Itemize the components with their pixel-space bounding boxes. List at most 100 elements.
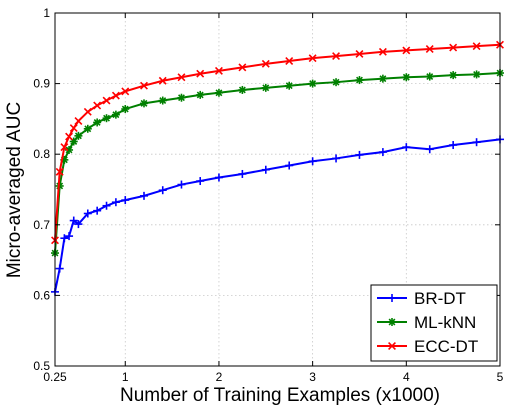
data-point-br-dt bbox=[425, 145, 434, 154]
data-point-br-dt bbox=[472, 138, 481, 147]
data-point-br-dt bbox=[332, 154, 341, 163]
data-point-ecc-dt bbox=[60, 143, 69, 152]
series-line-br-dt bbox=[54, 138, 501, 293]
y-tick-labels: 0.5 0.6 0.7 0.8 0.9 1 bbox=[33, 6, 50, 373]
series-line-ecc-dt bbox=[54, 43, 501, 241]
data-point-ecc-dt bbox=[177, 73, 186, 82]
x-tick-label: 2 bbox=[216, 370, 223, 384]
data-point-ml-knn bbox=[378, 74, 387, 83]
data-point-br-dt bbox=[74, 220, 83, 229]
data-point-ecc-dt bbox=[238, 63, 247, 72]
series-ml-knn bbox=[51, 69, 504, 258]
data-point-br-dt bbox=[449, 141, 458, 150]
data-point-ecc-dt bbox=[74, 117, 83, 125]
y-tick-label: 0.7 bbox=[33, 218, 50, 232]
data-point-ecc-dt bbox=[472, 42, 481, 51]
y-tick-label: 1 bbox=[43, 6, 50, 20]
grid-lines bbox=[55, 13, 500, 366]
data-point-ecc-dt bbox=[378, 47, 387, 56]
plot-frame bbox=[54, 12, 501, 367]
data-point-ecc-dt bbox=[261, 59, 270, 68]
y-tick-label: 0.8 bbox=[33, 147, 50, 161]
data-point-ecc-dt bbox=[140, 81, 148, 90]
x-axis-title: Number of Training Examples (x1000) bbox=[120, 385, 440, 406]
data-point-br-dt bbox=[158, 186, 167, 195]
data-point-ecc-dt bbox=[402, 46, 411, 55]
data-point-ecc-dt bbox=[158, 76, 167, 85]
data-point-ecc-dt bbox=[65, 132, 74, 141]
data-point-ecc-dt bbox=[425, 45, 434, 53]
data-point-ecc-dt bbox=[121, 87, 130, 96]
data-point-ml-knn bbox=[449, 71, 458, 80]
data-point-ecc-dt bbox=[285, 57, 294, 65]
legend-label-br-dt: BR-DT bbox=[414, 289, 466, 308]
data-point-br-dt bbox=[69, 216, 78, 225]
legend-marker-ml-knn bbox=[388, 318, 396, 326]
data-point-br-dt bbox=[214, 173, 223, 182]
data-point-ml-knn bbox=[425, 72, 434, 81]
data-point-ml-knn bbox=[196, 90, 205, 99]
x-tick-label: 3 bbox=[309, 370, 316, 384]
data-point-ml-knn bbox=[355, 76, 364, 85]
data-point-br-dt bbox=[402, 143, 411, 152]
y-tick-label: 0.6 bbox=[33, 288, 50, 302]
data-point-br-dt bbox=[60, 234, 69, 243]
data-point-ml-knn bbox=[261, 83, 270, 92]
data-point-ml-knn bbox=[332, 78, 341, 87]
data-point-ecc-dt bbox=[332, 52, 341, 61]
data-point-br-dt bbox=[93, 206, 102, 215]
legend-marker-br-dt bbox=[388, 294, 396, 302]
legend: BR-DT ML-kNN ECC-DT bbox=[370, 284, 498, 362]
plot-area bbox=[51, 12, 504, 367]
data-point-br-dt bbox=[285, 161, 294, 170]
data-point-br-dt bbox=[140, 191, 148, 200]
x-tick-label: 4 bbox=[403, 370, 410, 384]
data-point-ml-knn bbox=[158, 96, 167, 105]
data-point-ecc-dt bbox=[196, 69, 205, 78]
data-point-ecc-dt bbox=[83, 107, 92, 116]
data-point-ml-knn bbox=[102, 114, 111, 123]
data-point-ml-knn bbox=[83, 124, 92, 133]
data-point-ecc-dt bbox=[69, 124, 78, 133]
data-point-br-dt bbox=[196, 177, 205, 186]
legend-item-ml-knn: ML-kNN bbox=[377, 313, 476, 332]
data-point-br-dt bbox=[177, 180, 186, 189]
data-point-br-dt bbox=[65, 232, 74, 241]
data-point-ml-knn bbox=[121, 105, 130, 114]
data-point-ml-knn bbox=[65, 145, 74, 154]
data-point-ecc-dt bbox=[449, 43, 458, 52]
legend-marker-ecc-dt bbox=[388, 342, 396, 350]
y-axis-title: Micro-averaged AUC bbox=[4, 102, 25, 278]
data-point-br-dt bbox=[355, 150, 364, 159]
data-point-ml-knn bbox=[177, 93, 186, 102]
data-point-br-dt bbox=[238, 169, 247, 178]
data-point-ecc-dt bbox=[308, 54, 317, 63]
data-point-ml-knn bbox=[214, 88, 223, 97]
data-point-br-dt bbox=[261, 165, 270, 174]
y-tick-label: 0.9 bbox=[33, 77, 50, 91]
x-tick-labels: 0.25 1 2 3 4 5 bbox=[43, 370, 503, 384]
series-ecc-dt bbox=[51, 40, 504, 245]
data-point-ml-knn bbox=[93, 118, 102, 127]
x-tick-label: 0.25 bbox=[43, 370, 67, 384]
x-tick-label: 1 bbox=[122, 370, 129, 384]
data-point-ml-knn bbox=[308, 79, 317, 88]
y-tick-label: 0.5 bbox=[33, 359, 50, 373]
data-point-br-dt bbox=[55, 264, 64, 273]
data-point-ml-knn bbox=[111, 110, 120, 119]
legend-item-ecc-dt: ECC-DT bbox=[377, 337, 478, 356]
series-br-dt bbox=[51, 135, 504, 296]
data-point-ecc-dt bbox=[355, 49, 364, 58]
data-point-br-dt bbox=[111, 198, 120, 207]
data-point-ml-knn bbox=[238, 85, 247, 94]
data-point-ml-knn bbox=[285, 81, 294, 90]
legend-label-ml-knn: ML-kNN bbox=[414, 313, 476, 332]
data-point-ecc-dt bbox=[102, 96, 111, 105]
data-point-br-dt bbox=[121, 196, 130, 205]
data-point-br-dt bbox=[308, 157, 317, 166]
data-point-br-dt bbox=[83, 209, 92, 218]
legend-item-br-dt: BR-DT bbox=[377, 289, 466, 308]
legend-label-ecc-dt: ECC-DT bbox=[414, 337, 478, 356]
data-point-ecc-dt bbox=[214, 66, 223, 75]
